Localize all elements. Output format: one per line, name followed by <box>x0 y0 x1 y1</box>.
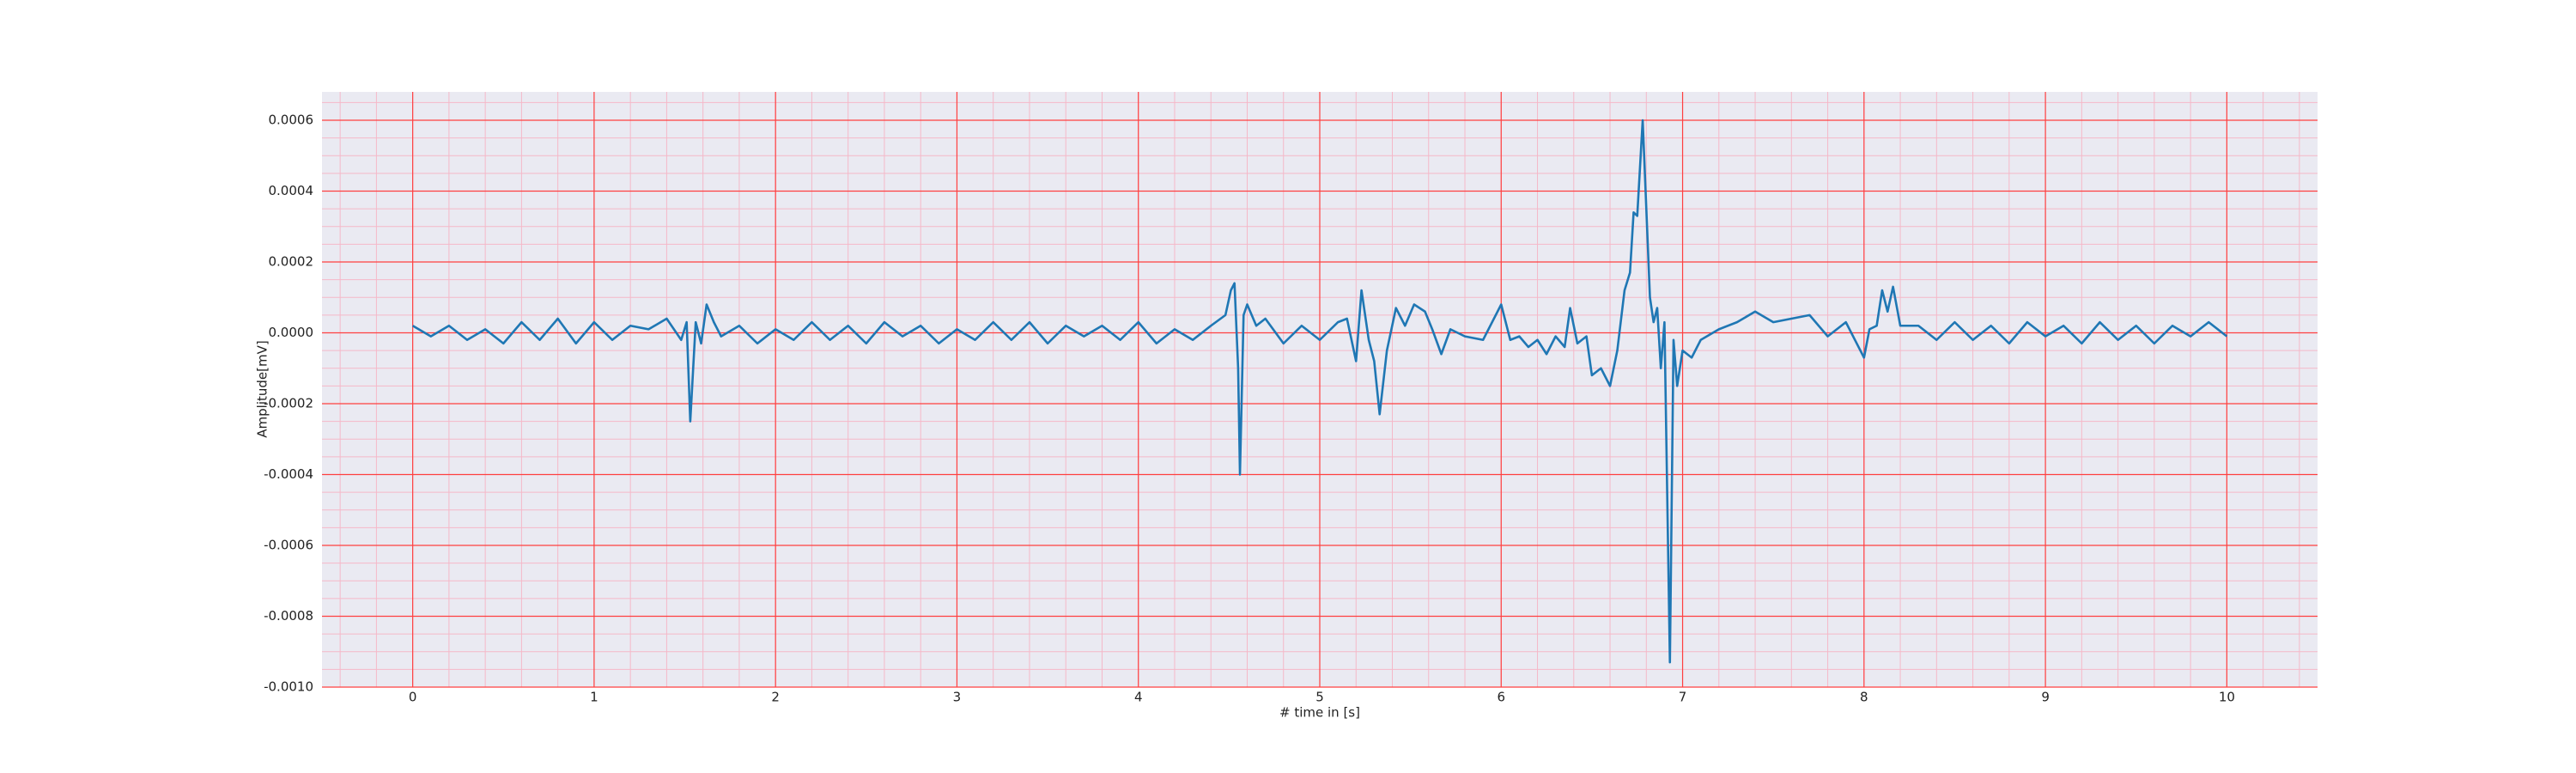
y-tick-label: -0.0010 <box>264 679 313 695</box>
x-tick-label: 9 <box>2041 690 2050 705</box>
x-tick-label: 5 <box>1315 690 1324 705</box>
x-tick-label: 2 <box>771 690 780 705</box>
y-tick-label: -0.0004 <box>264 466 313 482</box>
y-tick-label: 0.0000 <box>269 325 314 340</box>
x-tick-label: 0 <box>409 690 417 705</box>
x-tick-label: 8 <box>1860 690 1868 705</box>
y-tick-label: 0.0006 <box>269 113 314 128</box>
x-tick-label: 1 <box>590 690 598 705</box>
x-tick-label: 7 <box>1679 690 1687 705</box>
y-tick-label: -0.0006 <box>264 538 313 553</box>
x-tick-label: 4 <box>1134 690 1143 705</box>
y-axis-label: Amplitude[mV] <box>255 340 270 437</box>
y-tick-label: -0.0002 <box>264 396 313 411</box>
y-tick-label: 0.0004 <box>269 183 314 198</box>
x-tick-label: 10 <box>2219 690 2235 705</box>
y-tick-label: 0.0002 <box>269 254 314 270</box>
x-tick-label: 3 <box>953 690 962 705</box>
x-tick-label: 6 <box>1497 690 1505 705</box>
signal-line <box>411 119 2228 664</box>
y-tick-label: -0.0008 <box>264 608 313 624</box>
x-axis-label: # time in [s] <box>1279 705 1360 721</box>
